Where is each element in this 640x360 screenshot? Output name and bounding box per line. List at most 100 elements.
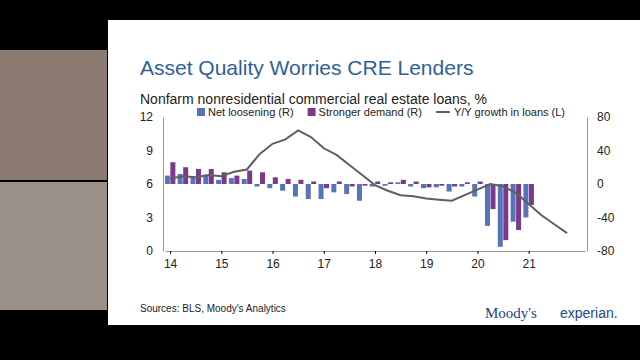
axis-line bbox=[163, 118, 164, 252]
tick: 12 bbox=[140, 110, 163, 124]
tick: 3 bbox=[146, 211, 163, 225]
bar bbox=[260, 172, 265, 184]
line bbox=[170, 130, 567, 233]
legend-swatch bbox=[436, 111, 450, 113]
tick-label: 21 bbox=[522, 257, 536, 271]
bar bbox=[465, 182, 470, 184]
slide bbox=[108, 20, 640, 325]
bar bbox=[357, 184, 362, 201]
tick: 20 bbox=[471, 251, 485, 271]
source: Sources: BLS, Moody's Analytics bbox=[140, 303, 286, 314]
tick-label: 80 bbox=[597, 110, 611, 124]
tick: 40 bbox=[587, 144, 611, 158]
bar bbox=[485, 184, 490, 226]
tick-label: -80 bbox=[597, 244, 615, 258]
bar bbox=[459, 184, 464, 187]
bar bbox=[280, 184, 285, 191]
bar bbox=[383, 184, 388, 186]
webcam-tile bbox=[0, 182, 107, 310]
legend-label: Net loosening (R) bbox=[208, 106, 294, 118]
tick-label: 0 bbox=[146, 244, 153, 258]
bar bbox=[421, 184, 426, 188]
legend-label: Y/Y growth in loans (L) bbox=[454, 106, 565, 118]
bar bbox=[170, 162, 175, 184]
bar bbox=[216, 180, 221, 184]
bar bbox=[375, 181, 380, 184]
tick: 6 bbox=[146, 177, 163, 191]
bar bbox=[498, 184, 503, 247]
bar bbox=[388, 182, 393, 184]
bar bbox=[298, 180, 303, 184]
tick-mark bbox=[426, 251, 427, 254]
bar bbox=[529, 184, 534, 205]
tick-label: 0 bbox=[597, 177, 604, 191]
y2-axis: -80 -40 0 40 80 bbox=[587, 110, 615, 258]
bar bbox=[490, 184, 495, 209]
bar bbox=[331, 184, 336, 192]
bar bbox=[439, 184, 444, 186]
tick: 0 bbox=[587, 177, 604, 191]
tick-label: 6 bbox=[146, 177, 153, 191]
title: Asset Quality Worries CRE Lenders bbox=[140, 56, 473, 79]
bar bbox=[350, 184, 355, 187]
bar bbox=[293, 184, 298, 197]
bar bbox=[229, 178, 234, 184]
legend-item: Net loosening (R) bbox=[197, 106, 294, 118]
tick-mark bbox=[529, 251, 530, 254]
bar bbox=[311, 181, 316, 184]
legend-item: Y/Y growth in loans (L) bbox=[436, 106, 565, 118]
tick: 17 bbox=[318, 251, 332, 271]
bar bbox=[324, 184, 329, 188]
bar bbox=[434, 184, 439, 187]
bar bbox=[273, 177, 278, 184]
bar bbox=[395, 182, 400, 184]
tick: 80 bbox=[587, 110, 611, 124]
tick: -40 bbox=[587, 211, 615, 225]
bar bbox=[426, 184, 431, 187]
tick-label: 16 bbox=[266, 257, 280, 271]
tick: 21 bbox=[522, 251, 536, 271]
background bbox=[0, 0, 640, 360]
legend-label: Stronger demand (R) bbox=[319, 106, 422, 118]
webcam-tile bbox=[0, 50, 107, 180]
bar bbox=[319, 184, 324, 199]
bar bbox=[362, 184, 367, 186]
bar bbox=[247, 171, 252, 184]
bar bbox=[234, 176, 239, 184]
bar bbox=[306, 184, 311, 199]
tick: 9 bbox=[146, 144, 163, 158]
legend-item: Stronger demand (R) bbox=[308, 106, 422, 118]
bar bbox=[242, 179, 247, 184]
tick-mark bbox=[324, 251, 325, 254]
bar bbox=[452, 184, 457, 187]
tick: 0 bbox=[146, 244, 163, 258]
bar bbox=[447, 184, 452, 192]
x-axis: 1415161718192021 bbox=[164, 251, 586, 271]
bar bbox=[516, 184, 521, 230]
tick-label: 20 bbox=[471, 257, 485, 271]
bar bbox=[401, 180, 406, 184]
bar bbox=[344, 184, 349, 194]
bar bbox=[286, 179, 291, 184]
bar bbox=[503, 184, 508, 240]
tick-mark bbox=[477, 251, 478, 254]
tick-label: 3 bbox=[146, 211, 153, 225]
bar bbox=[255, 184, 260, 187]
logo: Moody's bbox=[485, 305, 537, 321]
tick: 14 bbox=[164, 251, 178, 271]
subtitle: Nonfarm nonresidential commercial real e… bbox=[140, 91, 487, 107]
plot-marks bbox=[165, 130, 567, 246]
tick: -80 bbox=[587, 244, 615, 258]
tick-mark bbox=[375, 251, 376, 254]
tick-label: 15 bbox=[215, 257, 229, 271]
tick-label: 14 bbox=[164, 257, 178, 271]
tick: 15 bbox=[215, 251, 229, 271]
tick-label: 19 bbox=[420, 257, 434, 271]
bar bbox=[478, 181, 483, 184]
bar bbox=[337, 181, 342, 184]
legend-swatch bbox=[197, 108, 205, 116]
tick: 16 bbox=[266, 251, 280, 271]
tick-label: -40 bbox=[597, 211, 615, 225]
logo: experian. bbox=[560, 305, 618, 321]
axis-line bbox=[587, 118, 588, 252]
